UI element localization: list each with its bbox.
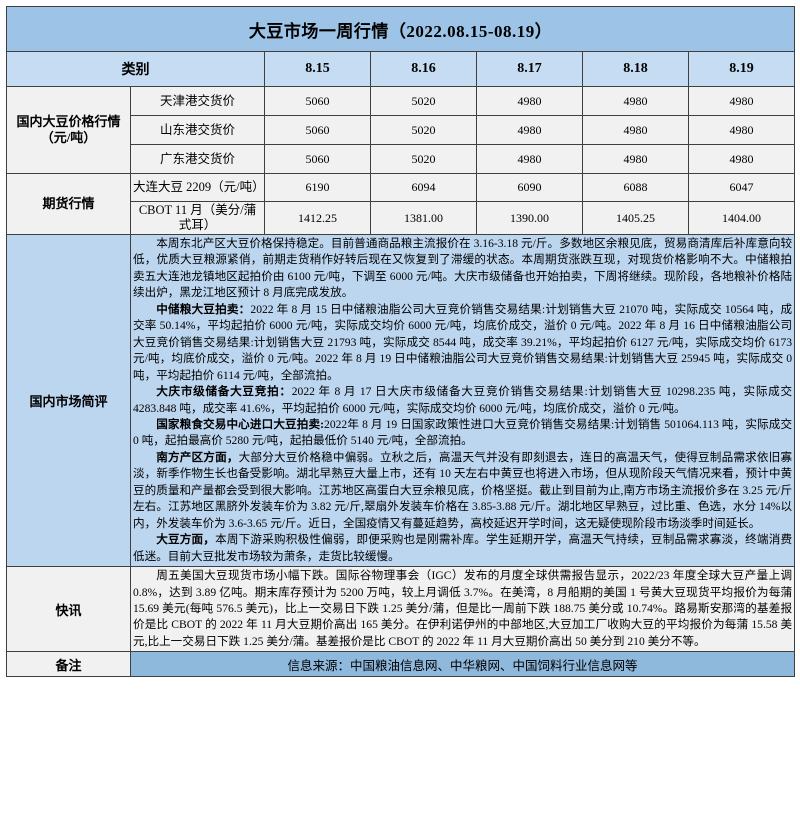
cell-tianjin-0817: 4980: [476, 86, 583, 116]
row-label-guangdong-port: 广东港交货价: [130, 144, 265, 174]
cell-shandong-0816: 5020: [370, 115, 477, 145]
column-header-date-3: 8.17: [476, 51, 583, 87]
paragraph-text: 2022年 8 月 19 日国家政策性进口大豆竞价销售交易结果:计划销售 501…: [133, 417, 793, 448]
table-row: 期货行情 大连大豆 2209（元/吨） 6190 6094 6090 6088 …: [6, 173, 796, 235]
paragraph-lead: 中储粮大豆拍卖：: [156, 302, 251, 316]
group-label-domestic-prices: 国内大豆价格行情（元/吨）: [6, 86, 131, 174]
table-row: 山东港交货价 5060 5020 4980 4980 4980: [7, 115, 796, 145]
row-label-dalian-2209: 大连大豆 2209（元/吨）: [130, 173, 265, 202]
header-row: 类别 8.15 8.16 8.17 8.18 8.19: [6, 51, 796, 87]
paragraph: 南方产区方面，大部分大豆价格稳中偏弱。立秋之后，高温天气并没有即刻退去，连日的高…: [133, 450, 792, 532]
cell-cbot-0815: 1412.25: [264, 201, 371, 235]
cell-tianjin-0818: 4980: [582, 86, 689, 116]
cell-shandong-0817: 4980: [476, 115, 583, 145]
paragraph: 本周东北产区大豆价格保持稳定。目前普通商品粮主流报价在 3.16-3.18 元/…: [133, 236, 792, 302]
column-header-date-1: 8.15: [264, 51, 371, 87]
cell-cbot-0819: 1404.00: [687, 201, 796, 235]
paragraph-lead: 大庆市级储备大豆竞拍：: [156, 385, 292, 399]
title-row: 大豆市场一周行情（2022.08.15-08.19）: [5, 6, 796, 52]
cell-cbot-0817: 1390.00: [476, 201, 583, 235]
cell-tianjin-0819: 4980: [687, 86, 796, 116]
cell-cbot-0818: 1405.25: [582, 201, 689, 235]
section-label-note: 备注: [6, 651, 131, 678]
column-header-date-4: 8.18: [582, 51, 689, 87]
cell-dalian-0818: 6088: [582, 173, 689, 202]
footer-row: 备注 信息来源：中国粮油信息网、中华粮网、中国饲料行业信息网等: [6, 651, 796, 678]
section-body-note: 信息来源：中国粮油信息网、中华粮网、中国饲料行业信息网等: [129, 651, 796, 678]
column-header-category: 类别: [6, 51, 265, 87]
paragraph: 国家粮食交易中心进口大豆拍卖:2022年 8 月 19 日国家政策性进口大豆竞价…: [133, 417, 792, 450]
cell-shandong-0815: 5060: [264, 115, 371, 145]
cell-guangdong-0818: 4980: [582, 144, 689, 174]
group-label-futures: 期货行情: [6, 173, 131, 235]
cell-shandong-0818: 4980: [582, 115, 689, 145]
paragraph-text: 大部分大豆价格稳中偏弱。立秋之后，高温天气并没有即刻退去，连日的高温天气，使得豆…: [133, 450, 793, 530]
row-label-tianjin-port: 天津港交货价: [130, 86, 265, 116]
row-label-shandong-port: 山东港交货价: [130, 115, 265, 145]
news-flash-row: 快讯 周五美国大豆现货市场小幅下跌。国际谷物理事会（IGC）发布的月度全球供需报…: [6, 566, 796, 653]
row-label-cbot-nov: CBOT 11 月（美分/蒲式耳）: [130, 201, 265, 235]
paragraph-lead: 大豆方面，: [156, 533, 216, 547]
section-label-market-review: 国内市场简评: [6, 233, 131, 568]
paragraph: 周五美国大豆现货市场小幅下跌。国际谷物理事会（IGC）发布的月度全球供需报告显示…: [133, 568, 792, 650]
cell-tianjin-0816: 5020: [370, 86, 477, 116]
cell-guangdong-0819: 4980: [687, 144, 796, 174]
column-header-date-5: 8.19: [687, 51, 796, 87]
market-review-row: 国内市场简评 本周东北产区大豆价格保持稳定。目前普通商品粮主流报价在 3.16-…: [6, 233, 796, 568]
cell-guangdong-0817: 4980: [476, 144, 583, 174]
paragraph: 中储粮大豆拍卖：2022 年 8 月 15 日中储粮油脂公司大豆竞价销售交易结果…: [133, 302, 792, 384]
cell-tianjin-0815: 5060: [264, 86, 371, 116]
section-label-news-flash: 快讯: [6, 566, 131, 653]
cell-guangdong-0815: 5060: [264, 144, 371, 174]
paragraph-lead: 南方产区方面，: [156, 450, 239, 464]
table-row: 国内大豆价格行情（元/吨） 天津港交货价 5060 5020 4980 4980…: [6, 86, 796, 174]
cell-dalian-0816: 6094: [370, 173, 477, 202]
cell-dalian-0815: 6190: [264, 173, 371, 202]
column-header-date-2: 8.16: [370, 51, 477, 87]
cell-cbot-0816: 1381.00: [370, 201, 477, 235]
section-body-news-flash: 周五美国大豆现货市场小幅下跌。国际谷物理事会（IGC）发布的月度全球供需报告显示…: [129, 566, 796, 653]
paragraph: 大豆方面，本周下游采购积极性偏弱，即便采购也是刚需补库。学生延期开学，高温天气持…: [133, 532, 792, 565]
paragraph-text: 2022 年 8 月 15 日中储粮油脂公司大豆竞价销售交易结果:计划销售大豆 …: [133, 302, 793, 382]
soybean-weekly-report-table: 大豆市场一周行情（2022.08.15-08.19） 类别 8.15 8.16 …: [5, 6, 796, 678]
paragraph: 大庆市级储备大豆竞拍：2022 年 8 月 17 日大庆市级储备大豆竞价销售交易…: [133, 384, 792, 417]
cell-dalian-0817: 6090: [476, 173, 583, 202]
cell-shandong-0819: 4980: [687, 115, 796, 145]
table-row: CBOT 11 月（美分/蒲式耳） 1412.25 1381.00 1390.0…: [7, 201, 796, 235]
cell-dalian-0819: 6047: [687, 173, 796, 202]
cell-guangdong-0816: 5020: [370, 144, 477, 174]
paragraph-lead: 国家粮食交易中心进口大豆拍卖:: [156, 417, 325, 431]
section-body-market-review: 本周东北产区大豆价格保持稳定。目前普通商品粮主流报价在 3.16-3.18 元/…: [129, 233, 796, 568]
paragraph-text: 本周东北产区大豆价格保持稳定。目前普通商品粮主流报价在 3.16-3.18 元/…: [133, 237, 793, 300]
page-title: 大豆市场一周行情（2022.08.15-08.19）: [5, 6, 796, 52]
paragraph-text: 2022 年 8 月 17 日大庆市级储备大豆竞价销售交易结果:计划销售大豆 1…: [133, 385, 793, 415]
paragraph-text: 本周下游采购积极性偏弱，即便采购也是刚需补库。学生延期开学，高温天气持续，豆制品…: [133, 533, 793, 563]
paragraph-text: 周五美国大豆现货市场小幅下跌。国际谷物理事会（IGC）发布的月度全球供需报告显示…: [133, 569, 793, 648]
table-row: 广东港交货价 5060 5020 4980 4980 4980: [7, 144, 796, 174]
